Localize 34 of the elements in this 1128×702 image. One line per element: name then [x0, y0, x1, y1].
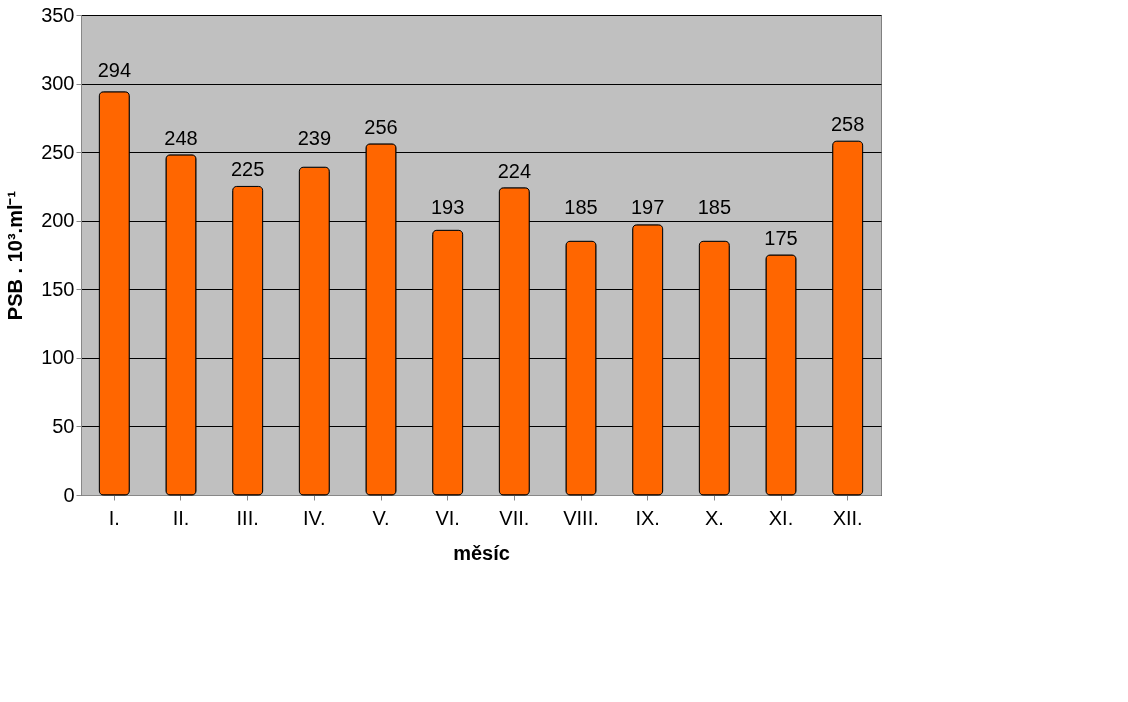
x-tick-label: VIII. — [563, 506, 599, 529]
x-tick-label: IX. — [635, 506, 660, 529]
y-tick-label: 250 — [41, 140, 75, 163]
data-label: 258 — [830, 113, 865, 136]
x-tick-label: III. — [236, 506, 259, 529]
x-tick-label: XII. — [832, 506, 863, 529]
data-label: 185 — [564, 195, 598, 218]
y-tick-label: 150 — [41, 277, 75, 300]
x-tick-label: IV. — [303, 506, 326, 529]
data-label: 256 — [364, 115, 398, 138]
data-label: 197 — [630, 195, 665, 218]
x-tick-label: X. — [704, 506, 724, 529]
data-label: 225 — [230, 158, 265, 181]
y-tick-label: 300 — [41, 72, 75, 95]
data-label: 193 — [430, 195, 465, 218]
x-tick-label: V. — [372, 506, 390, 529]
x-tick-label: VI. — [435, 506, 460, 529]
y-tick-label: 0 — [63, 483, 75, 506]
x-tick-label: I. — [108, 506, 120, 529]
y-tick-label: 50 — [52, 414, 75, 437]
x-axis-title: měsíc — [453, 541, 510, 564]
data-label: 248 — [164, 126, 198, 149]
y-tick-label: 100 — [41, 346, 75, 369]
data-label: 239 — [297, 127, 332, 150]
data-label: 175 — [764, 227, 798, 249]
x-tick-label: II. — [172, 506, 190, 529]
y-tick-label: 350 — [41, 3, 75, 26]
y-axis-title: PSB . 10³.ml⁻¹ — [4, 190, 27, 321]
data-label: 294 — [97, 58, 132, 81]
y-tick-label: 200 — [41, 209, 75, 232]
data-label: 224 — [497, 159, 532, 182]
data-label: 185 — [697, 195, 732, 218]
x-tick-label: VII. — [499, 506, 530, 529]
x-tick-label: XI. — [768, 506, 794, 529]
